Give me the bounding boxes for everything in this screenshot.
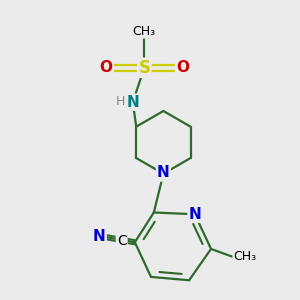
Text: N: N <box>126 95 139 110</box>
Text: CH₃: CH₃ <box>233 250 256 263</box>
Text: CH₃: CH₃ <box>133 25 156 38</box>
Text: N: N <box>93 229 106 244</box>
Text: N: N <box>157 165 170 180</box>
Text: S: S <box>138 59 150 77</box>
Text: O: O <box>176 60 189 75</box>
Text: N: N <box>188 207 201 222</box>
Text: C: C <box>117 234 127 248</box>
Text: H: H <box>116 95 125 108</box>
Text: O: O <box>100 60 112 75</box>
